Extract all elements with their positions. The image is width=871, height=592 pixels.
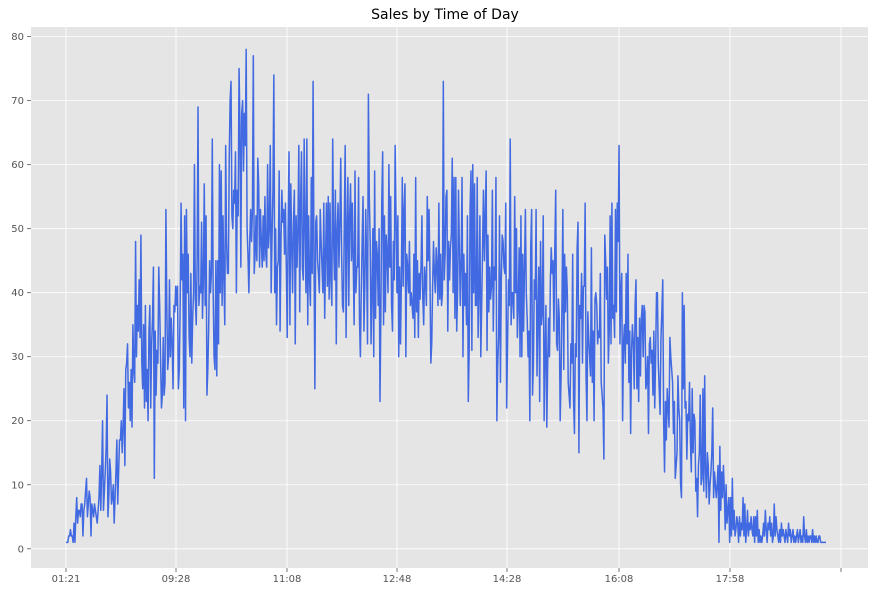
x-tick-label: 11:08: [273, 574, 302, 585]
x-tick-label: 01:21: [52, 574, 81, 585]
x-axis: 01:21 09:28 11:08 12:48 14:28 16:08 17:58: [52, 568, 842, 585]
series-line: [66, 48, 826, 544]
y-tick-label: 50: [11, 224, 24, 235]
y-tick-label: 60: [11, 160, 24, 171]
plot-area: [31, 27, 868, 568]
y-tick-label: 30: [11, 352, 24, 363]
y-axis: 0 10 20 30 40 50 60 70 80: [11, 32, 31, 555]
y-tick-label: 40: [11, 288, 24, 299]
x-tick-label: 14:28: [493, 574, 522, 585]
x-tick-label: 09:28: [162, 574, 191, 585]
x-tick-label: 16:08: [605, 574, 634, 585]
chart-title: Sales by Time of Day: [371, 7, 519, 23]
x-tick-label: 17:58: [716, 574, 745, 585]
series-group: [66, 48, 826, 544]
y-tick-label: 0: [18, 544, 24, 555]
y-tick-label: 80: [11, 32, 24, 43]
y-tick-label: 20: [11, 416, 24, 427]
y-tick-label: 10: [11, 480, 24, 491]
y-tick-label: 70: [11, 96, 24, 107]
x-tick-label: 12:48: [383, 574, 412, 585]
